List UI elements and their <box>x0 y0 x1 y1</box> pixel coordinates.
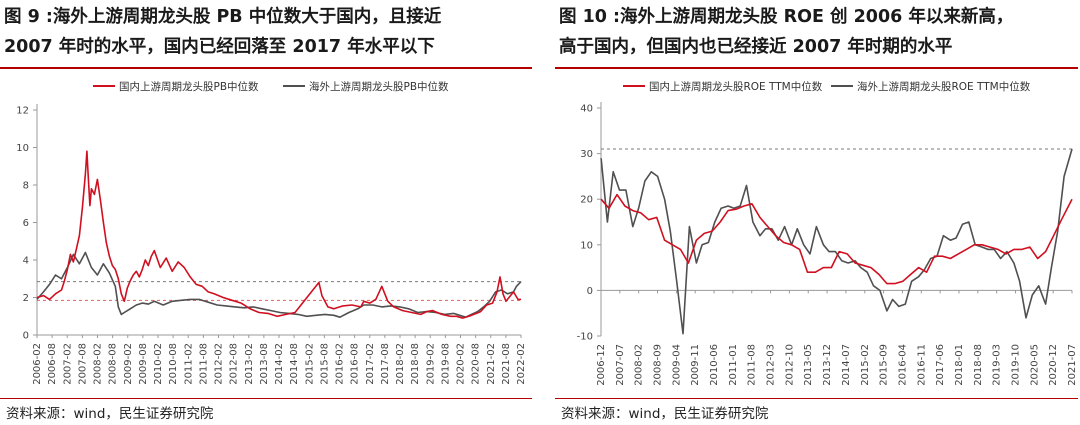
x-tick-label: 2020-05 <box>1029 344 1040 386</box>
series-line-gray <box>36 251 522 318</box>
x-tick-label: 2020-02 <box>456 343 467 385</box>
y-tick-label: 0 <box>23 331 29 342</box>
x-tick-label: 2009-02 <box>123 343 134 385</box>
legend-label: 海外上游周期龙头股ROE TTM中位数 <box>857 80 1031 93</box>
left-title-rule <box>0 67 532 69</box>
x-tick-label: 2012-03 <box>766 344 777 386</box>
legend-label: 海外上游周期龙头股PB中位数 <box>309 80 449 93</box>
x-tick-label: 2022-02 <box>516 343 527 385</box>
x-tick-label: 2011-08 <box>198 343 209 385</box>
left-figure-title: 图 9 :海外上游周期龙头股 PB 中位数大于国内，且接近 2007 年时的水平… <box>4 2 524 62</box>
x-tick-label: 2012-08 <box>229 343 240 385</box>
y-tick-label: 8 <box>23 181 29 192</box>
right-title-rule <box>555 67 1078 69</box>
x-tick-label: 2019-10 <box>1010 344 1021 386</box>
x-tick-label: 2008-08 <box>108 343 119 385</box>
x-tick-label: 2007-08 <box>77 343 88 385</box>
right-source-note: 资料来源：wind，民生证券研究院 <box>561 406 769 422</box>
x-tick-label: 2013-05 <box>803 344 814 386</box>
x-tick-label: 2020-08 <box>471 343 482 385</box>
x-tick-label: 2011-01 <box>728 344 739 386</box>
x-tick-label: 2018-02 <box>395 343 406 385</box>
x-tick-label: 2021-02 <box>486 343 497 385</box>
y-tick-label: 12 <box>16 106 29 117</box>
series-line-red <box>600 193 1073 285</box>
x-tick-label: 2016-08 <box>350 343 361 385</box>
left-figure-panel: 图 9 :海外上游周期龙头股 PB 中位数大于国内，且接近 2007 年时的水平… <box>0 0 535 425</box>
left-title-line-2: 2007 年时的水平，国内已经回落至 2017 年水平以下 <box>4 37 435 57</box>
left-source-rule <box>0 398 532 399</box>
x-tick-label: 2008-02 <box>93 343 104 385</box>
x-tick-label: 2006-02 <box>32 343 43 385</box>
x-tick-label: 2020-12 <box>1048 344 1059 386</box>
x-tick-label: 2006-08 <box>47 343 58 385</box>
x-tick-label: 2013-02 <box>244 343 255 385</box>
y-tick-label: -10 <box>577 332 593 343</box>
right-figure-panel: 图 10 :海外上游周期龙头股 ROE 创 2006 年以来新高， 高于国内，但… <box>555 0 1080 425</box>
x-tick-label: 2019-03 <box>992 344 1003 386</box>
y-tick-label: 10 <box>580 240 593 251</box>
x-tick-label: 2011-02 <box>183 343 194 385</box>
x-tick-label: 2009-04 <box>671 344 682 386</box>
x-tick-label: 2016-11 <box>916 344 927 386</box>
roe-chart: -10 0 10 20 30 40 2006-12 2007-07 2008-02 2008-09… <box>577 80 1078 386</box>
x-tick-label: 2007-07 <box>615 344 626 386</box>
x-tick-label: 2010-08 <box>168 343 179 385</box>
series-line-red <box>36 150 521 319</box>
left-title-line-1: 图 9 :海外上游周期龙头股 PB 中位数大于国内，且接近 <box>4 7 442 27</box>
x-tick-label: 2014-08 <box>289 343 300 385</box>
right-figure-title: 图 10 :海外上游周期龙头股 ROE 创 2006 年以来新高， 高于国内，但… <box>559 2 1079 62</box>
x-tick-label: 2014-07 <box>841 344 852 386</box>
x-tick-label: 2015-08 <box>319 343 330 385</box>
x-tick-label: 2018-08 <box>973 344 984 386</box>
y-tick-label: 30 <box>580 149 593 160</box>
y-tick-label: 10 <box>16 143 29 154</box>
x-tick-label: 2010-02 <box>153 343 164 385</box>
x-tick-label: 2013-08 <box>259 343 270 385</box>
x-tick-label: 2009-08 <box>138 343 149 385</box>
right-source-rule <box>555 398 1078 399</box>
left-source-note: 资料来源：wind，民生证券研究院 <box>6 406 214 422</box>
x-tick-label: 2013-12 <box>822 344 833 386</box>
x-tick-label: 2008-09 <box>653 344 664 386</box>
legend-label: 国内上游周期龙头股PB中位数 <box>119 80 259 93</box>
x-tick-label: 2010-06 <box>709 344 720 386</box>
x-tick-label: 2017-08 <box>380 343 391 385</box>
x-tick-label: 2014-02 <box>274 343 285 385</box>
x-tick-label: 2019-08 <box>440 343 451 385</box>
legend-label: 国内上游周期龙头股ROE TTM中位数 <box>649 80 823 93</box>
x-tick-label: 2008-02 <box>634 344 645 386</box>
y-tick-label: 20 <box>580 195 593 206</box>
x-tick-label: 2016-02 <box>335 343 346 385</box>
pb-chart: 0 2 4 6 8 10 12 2006-02 2006-08 2007-02 2007-08 200… <box>16 80 527 385</box>
x-tick-label: 2019-02 <box>425 343 436 385</box>
right-title-line-1: 图 10 :海外上游周期龙头股 ROE 创 2006 年以来新高， <box>559 7 1014 27</box>
x-tick-label: 2015-02 <box>304 343 315 385</box>
y-tick-label: 4 <box>23 256 29 267</box>
right-title-line-2: 高于国内，但国内也已经接近 2007 年时期的水平 <box>559 37 953 57</box>
x-tick-label: 2012-10 <box>784 344 795 386</box>
x-tick-label: 2009-11 <box>690 344 701 386</box>
x-tick-label: 2021-08 <box>501 343 512 385</box>
x-tick-label: 2015-09 <box>879 344 890 386</box>
x-tick-label: 2021-07 <box>1067 344 1078 386</box>
x-tick-label: 2018-08 <box>410 343 421 385</box>
x-tick-label: 2012-02 <box>214 343 225 385</box>
x-tick-label: 2017-02 <box>365 343 376 385</box>
x-tick-label: 2017-06 <box>935 344 946 386</box>
x-tick-label: 2006-12 <box>596 344 607 386</box>
y-tick-label: 0 <box>587 286 593 297</box>
x-tick-label: 2015-02 <box>860 344 871 386</box>
x-tick-label: 2016-04 <box>897 344 908 386</box>
y-tick-label: 40 <box>580 104 593 115</box>
x-tick-label: 2007-02 <box>62 343 73 385</box>
x-tick-label: 2018-01 <box>954 344 965 386</box>
y-tick-label: 6 <box>23 218 29 229</box>
series-line-gray <box>600 148 1073 335</box>
x-tick-label: 2011-08 <box>747 344 758 386</box>
y-tick-label: 2 <box>23 293 29 304</box>
